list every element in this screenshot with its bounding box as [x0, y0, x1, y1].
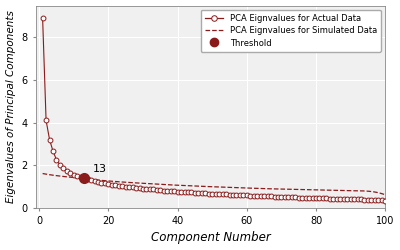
Line: PCA Eignvalues for Simulated Data: PCA Eignvalues for Simulated Data [43, 174, 385, 195]
PCA Eignvalues for Simulated Data [288, 188, 292, 191]
X-axis label: Component Number: Component Number [151, 232, 270, 244]
Text: 13: 13 [93, 164, 107, 174]
PCA Eignvalues for Simulated Data [176, 184, 181, 187]
PCA Eignvalues for Actual Data [366, 198, 370, 201]
Legend: PCA Eignvalues for Actual Data, PCA Eignvalues for Simulated Data, Threshold: PCA Eignvalues for Actual Data, PCA Eign… [200, 10, 381, 52]
PCA Eignvalues for Actual Data [383, 199, 388, 202]
PCA Eignvalues for Simulated Data [256, 187, 260, 190]
Y-axis label: Eigenvalues of Principal Components: Eigenvalues of Principal Components [6, 10, 16, 203]
PCA Eignvalues for Actual Data [106, 182, 111, 186]
Line: PCA Eignvalues for Actual Data: PCA Eignvalues for Actual Data [40, 16, 388, 203]
PCA Eignvalues for Actual Data [355, 198, 360, 201]
PCA Eignvalues for Simulated Data [289, 188, 294, 191]
PCA Eignvalues for Actual Data [120, 184, 125, 188]
PCA Eignvalues for Actual Data [40, 17, 45, 20]
PCA Eignvalues for Actual Data [217, 193, 222, 196]
PCA Eignvalues for Simulated Data [40, 172, 45, 175]
PCA Eignvalues for Simulated Data [152, 182, 157, 186]
PCA Eignvalues for Actual Data [244, 194, 249, 197]
PCA Eignvalues for Simulated Data [82, 177, 86, 180]
PCA Eignvalues for Simulated Data [383, 193, 388, 196]
